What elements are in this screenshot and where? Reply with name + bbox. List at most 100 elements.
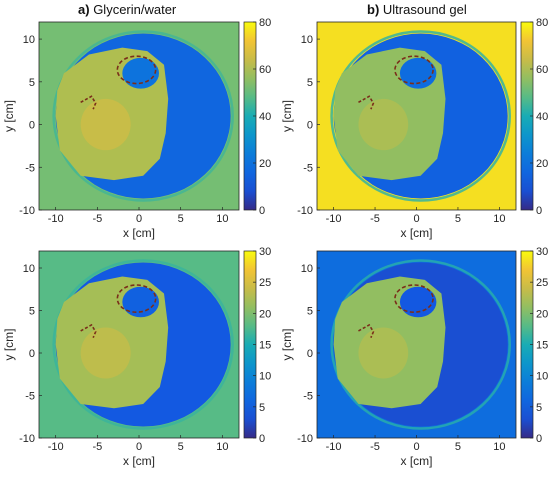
y-axis-label: y [cm] — [2, 100, 16, 132]
roi-dashed-hook — [358, 95, 375, 110]
x-tick-label: 0 — [136, 441, 142, 453]
x-axis-label: x [cm] — [401, 454, 433, 468]
x-tick-label: 0 — [136, 213, 142, 225]
y-tick-label: 0 — [307, 120, 313, 132]
x-axis-label: x [cm] — [123, 454, 155, 468]
plot-area — [317, 251, 516, 438]
colorbar-tick-label: 60 — [536, 64, 548, 76]
colorbar-tick-label: 20 — [259, 158, 271, 170]
colorbar-tick-label: 25 — [259, 277, 271, 289]
x-axis-label: x [cm] — [123, 226, 155, 240]
colorbar-tick-label: 5 — [536, 402, 542, 414]
x-tick-label: 5 — [178, 441, 184, 453]
roi-dashed-ellipse — [394, 284, 434, 314]
y-axis-label: y [cm] — [280, 329, 294, 361]
colorbar-tick-label: 40 — [536, 111, 548, 123]
x-tick-label: 0 — [413, 213, 419, 225]
y-axis-label: y [cm] — [2, 329, 16, 361]
heatmap-panel: -10 -5 0 5 10 -10 -5 0 5 10 x [cm] y [cm] 0 5 10 15 20 25… — [280, 246, 548, 468]
x-tick-label: 5 — [455, 213, 461, 225]
x-tick-label: 5 — [178, 213, 184, 225]
x-tick-label: -5 — [92, 213, 102, 225]
y-tick-label: 10 — [23, 263, 35, 275]
body-rim — [52, 259, 234, 430]
colorbar-tick-label: 0 — [259, 433, 265, 445]
y-tick-label: -5 — [303, 391, 313, 403]
heart-highlight — [80, 98, 131, 151]
x-tick-label: -10 — [48, 213, 64, 225]
colorbar-tick-label: 40 — [259, 111, 271, 123]
y-tick-label: -5 — [25, 391, 35, 403]
y-tick-label: -5 — [25, 162, 35, 174]
y-tick-label: 0 — [29, 120, 35, 132]
colorbar-tick-label: 80 — [259, 17, 271, 29]
column-letter: b) — [367, 2, 380, 17]
y-tick-label: -10 — [19, 433, 35, 445]
heatmap-panel: -10 -5 0 5 10 -10 -5 0 5 10 x [cm] y [cm] 0 5 10 15 20 25… — [2, 246, 271, 468]
body-rim — [330, 259, 511, 430]
colorbar-tick-label: 0 — [536, 205, 542, 217]
column-label: Ultrasound gel — [382, 2, 467, 17]
y-tick-label: -10 — [19, 205, 35, 217]
x-tick-label: 10 — [216, 213, 228, 225]
y-axis-label: y [cm] — [280, 100, 294, 132]
heart-highlight — [80, 327, 131, 379]
roi-dashed-ellipse — [394, 55, 434, 85]
colorbar-tick-label: 80 — [536, 17, 548, 29]
heatmap-panel: -10 -5 0 5 10 -10 -5 0 5 10 x [cm] y [cm] 0 20 40 60 80 — [2, 17, 271, 240]
column-label: Glycerin/water — [93, 2, 177, 17]
column-title-b: b) Ultrasound gel — [367, 2, 467, 17]
x-tick-label: -5 — [370, 213, 380, 225]
x-tick-label: 5 — [455, 441, 461, 453]
roi-dashed-hook — [80, 95, 97, 110]
y-tick-label: 5 — [29, 77, 35, 89]
low-value-region — [122, 286, 159, 318]
body-rim — [52, 30, 234, 202]
roi-dashed-ellipse — [116, 55, 157, 85]
low-value-region — [399, 286, 437, 318]
colorbar-tick-label: 0 — [259, 205, 265, 217]
colorbar-tick-label: 20 — [536, 158, 548, 170]
roi-dashed-hook — [80, 323, 97, 339]
colorbar-tick-label: 30 — [259, 246, 271, 258]
y-tick-label: 0 — [29, 348, 35, 360]
plot-area — [39, 22, 239, 210]
column-title-a: a) Glycerin/water — [78, 2, 176, 17]
x-tick-label: -10 — [326, 441, 342, 453]
column-letter: a) — [78, 2, 90, 17]
colorbar-tick-label: 5 — [259, 402, 265, 414]
x-tick-label: -10 — [326, 213, 342, 225]
colorbar-tick-label: 10 — [259, 371, 271, 383]
heart-highlight — [358, 98, 409, 151]
x-tick-label: 10 — [493, 213, 505, 225]
y-tick-label: 5 — [307, 77, 313, 89]
y-tick-label: 10 — [301, 263, 313, 275]
y-tick-label: -5 — [303, 162, 313, 174]
plot-area — [39, 251, 239, 438]
y-tick-label: 10 — [301, 34, 313, 46]
colorbar-tick-label: 15 — [259, 340, 271, 352]
x-tick-label: 10 — [216, 441, 228, 453]
x-axis-label: x [cm] — [401, 226, 433, 240]
colorbar-tick-label: 10 — [536, 371, 548, 383]
roi-dashed-ellipse — [116, 284, 157, 314]
body-rim — [330, 30, 511, 202]
colorbar-tick-label: 15 — [536, 340, 548, 352]
x-tick-label: -5 — [370, 441, 380, 453]
y-tick-label: -10 — [297, 433, 313, 445]
colorbar-tick-label: 20 — [536, 308, 548, 320]
y-tick-label: 5 — [29, 306, 35, 318]
colorbar-tick-label: 30 — [536, 246, 548, 258]
x-tick-label: 0 — [413, 441, 419, 453]
x-tick-label: -10 — [48, 441, 64, 453]
x-tick-label: -5 — [92, 441, 102, 453]
colorbar-tick-label: 60 — [259, 64, 271, 76]
plot-area — [317, 22, 516, 210]
y-tick-label: 5 — [307, 306, 313, 318]
y-tick-label: -10 — [297, 205, 313, 217]
colorbar-tick-label: 25 — [536, 277, 548, 289]
colorbar-tick-label: 0 — [536, 433, 542, 445]
y-tick-label: 0 — [307, 348, 313, 360]
low-value-region — [122, 57, 159, 89]
